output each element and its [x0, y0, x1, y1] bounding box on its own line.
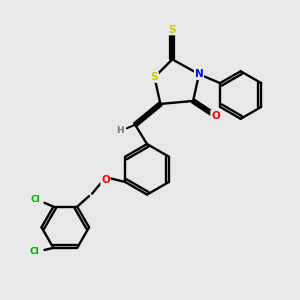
- Text: S: S: [169, 25, 176, 34]
- Text: S: S: [151, 72, 158, 82]
- Text: H: H: [116, 126, 124, 135]
- Text: Cl: Cl: [29, 247, 39, 256]
- Text: N: N: [195, 69, 203, 79]
- Text: O: O: [101, 175, 110, 185]
- Text: Cl: Cl: [31, 195, 40, 204]
- Text: O: O: [211, 111, 220, 121]
